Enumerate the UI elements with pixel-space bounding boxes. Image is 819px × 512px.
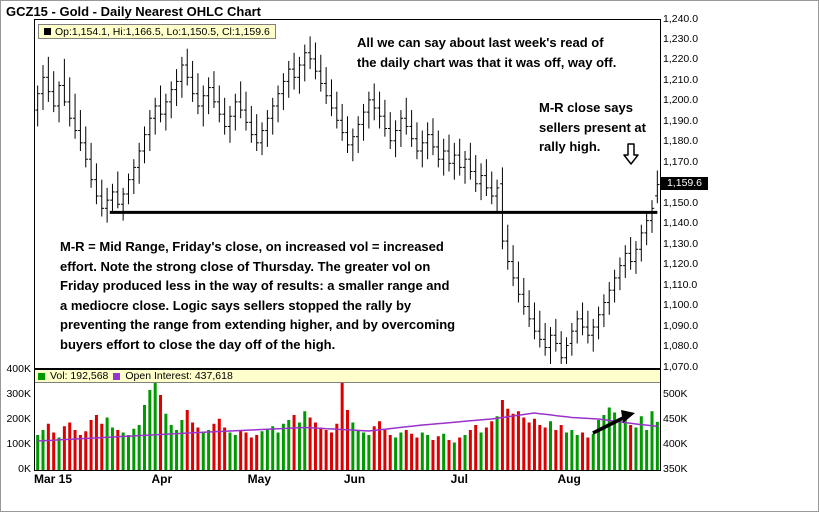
price-axis-label: 1,120.0	[663, 258, 699, 271]
price-axis-label: 1,130.0	[663, 237, 699, 250]
annotation-top-line: All we can say about last week's read of	[357, 35, 604, 50]
x-axis-month-label: Mar 15	[34, 472, 73, 486]
price-panel: Op:1,154.1, Hi:1,166.5, Lo:1,150.5, Cl:1…	[34, 19, 661, 369]
x-axis-month-label: Apr	[151, 472, 173, 486]
annotation-mr-line: sellers present at	[539, 119, 646, 135]
ohlc-legend-text: Op:1,154.1, Hi:1,166.5, Lo:1,150.5, Cl:1…	[55, 25, 270, 38]
open-interest-axis-label: 400K	[663, 438, 688, 450]
x-axis-month-label: Jun	[343, 472, 366, 486]
price-axis-label: 1,110.0	[663, 278, 698, 291]
price-axis-label: 1,070.0	[663, 360, 699, 373]
down-arrow-annotation	[623, 143, 639, 165]
chart-title: GCZ15 - Gold - Daily Nearest OHLC Chart	[6, 4, 261, 19]
price-axis-label: 1,230.0	[663, 32, 699, 45]
price-axis-label: 1,140.0	[663, 217, 699, 230]
open-interest-axis-label: 500K	[663, 388, 688, 400]
ohlc-bars-svg	[35, 36, 660, 364]
annotation-top: All we can say about last week's read of…	[357, 33, 616, 72]
price-axis-label: 1,080.0	[663, 340, 699, 353]
price-axis-label: 1,170.0	[663, 155, 699, 168]
annotation-top-line: the daily chart was that it was off, way…	[357, 54, 617, 70]
price-axis-label: 1,240.0	[663, 12, 699, 25]
volume-legend: Vol: 192,568 Open Interest: 437,618	[35, 370, 660, 383]
price-axis-label: 1,200.0	[663, 94, 699, 107]
annotation-paragraph-line: Friday produced less in the way of resul…	[60, 278, 450, 293]
open-interest-legend-text: Open Interest: 437,618	[125, 370, 233, 382]
price-axis-label: 1,210.0	[663, 73, 699, 86]
volume-bars-svg	[36, 376, 659, 470]
last-price-box: 1,159.6	[661, 177, 708, 191]
annotation-paragraph-line: M-R = Mid Range, Friday's close, on incr…	[60, 239, 444, 254]
volume-axis-label: 0K	[18, 463, 31, 475]
volume-axis-label: 400K	[6, 363, 31, 375]
annotation-paragraph: M-R = Mid Range, Friday's close, on incr…	[60, 237, 455, 354]
x-axis-month-label: May	[247, 472, 272, 486]
annotation-paragraph-line: effort. Note the strong close of Thursda…	[60, 258, 431, 274]
volume-axis-label: 200K	[6, 413, 31, 425]
price-axis-label: 1,100.0	[663, 299, 699, 312]
volume-axis-label: 300K	[6, 388, 31, 400]
volume-legend-swatch	[38, 372, 45, 380]
volume-axis-label: 100K	[6, 438, 31, 450]
price-axis-label: 1,220.0	[663, 53, 699, 66]
annotation-paragraph-line: a mediocre close. Logic says sellers sto…	[60, 297, 412, 313]
annotation-paragraph-line: preventing the range from extending high…	[60, 317, 456, 332]
price-axis-label: 1,090.0	[663, 319, 699, 332]
price-axis-label: 1,190.0	[663, 114, 699, 127]
price-axis-label: 1,150.0	[663, 196, 699, 209]
volume-panel: Vol: 192,568 Open Interest: 437,618	[34, 369, 661, 471]
open-interest-axis-label: 450K	[663, 413, 688, 425]
annotation-mr-line: M-R close says	[539, 100, 633, 115]
ohlc-legend-swatch	[44, 28, 51, 35]
annotation-mr-line: rally high.	[539, 139, 601, 154]
ohlc-legend: Op:1,154.1, Hi:1,166.5, Lo:1,150.5, Cl:1…	[38, 24, 276, 39]
x-axis-month-label: Jul	[450, 472, 468, 486]
x-axis-month-label: Aug	[557, 472, 581, 486]
volume-legend-text: Vol: 192,568	[50, 370, 109, 382]
open-interest-legend-swatch	[113, 372, 121, 380]
annotation-paragraph-line: buyers effort to close the day off of th…	[60, 336, 336, 352]
annotation-mr-close: M-R close says sellers present at rally …	[539, 98, 646, 157]
trend-arrow-annotation	[592, 410, 635, 435]
price-axis-label: 1,180.0	[663, 135, 699, 148]
open-interest-axis-label: 350K	[663, 463, 688, 475]
